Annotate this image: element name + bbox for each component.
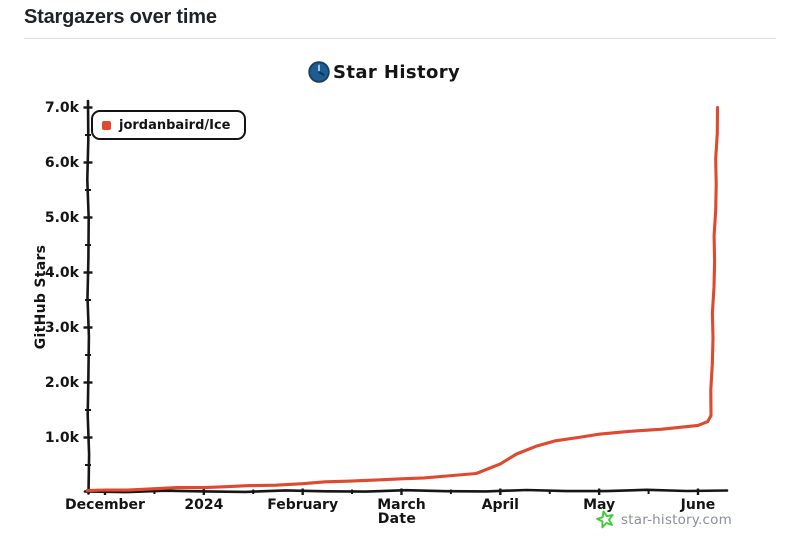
x-tick-label: May [583, 497, 615, 513]
y-axis [85, 99, 91, 495]
x-tick-label: March [377, 497, 426, 513]
y-tick-label: 2.0k [45, 375, 80, 391]
legend-marker [102, 120, 111, 130]
star-history-logo-icon [308, 61, 330, 83]
page-title: Stargazers over time [24, 6, 217, 28]
x-tick-label: June [680, 497, 716, 513]
watermark-text: star-history.com [621, 511, 732, 528]
chart-title-text: Star History [333, 61, 461, 83]
x-axis-title: Date [378, 511, 416, 527]
x-tick-label: February [267, 497, 338, 513]
series-line [85, 105, 720, 493]
y-tick-label: 5.0k [45, 210, 80, 226]
page-header: Stargazers over time [24, 5, 776, 39]
legend: jordanbaird/Ice [91, 110, 246, 140]
y-tick-label: 1.0k [45, 430, 80, 446]
y-tick-label: 7.0k [45, 100, 80, 116]
legend-label: jordanbaird/Ice [119, 117, 231, 133]
watermark-link[interactable]: star-history.com [596, 510, 732, 529]
star-icon [596, 510, 614, 529]
x-tick-label: April [482, 497, 519, 513]
y-tick-label: 3.0k [45, 320, 80, 336]
x-tick-label: December [65, 497, 145, 513]
y-axis-title: GitHub Stars [33, 245, 49, 350]
chart-title: Star History [308, 61, 460, 83]
y-tick-label: 4.0k [45, 265, 80, 281]
x-tick-label: 2024 [184, 497, 223, 513]
x-axis [83, 488, 729, 494]
y-tick-label: 6.0k [45, 155, 80, 171]
